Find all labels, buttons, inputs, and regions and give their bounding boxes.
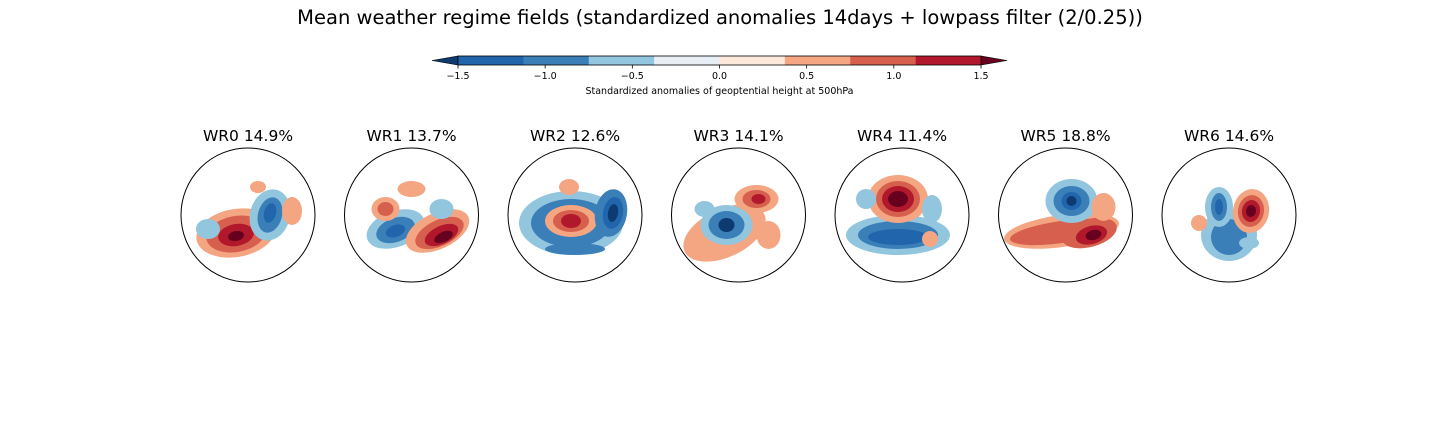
colorbar-segment [915,56,982,65]
anomaly-contour [559,179,579,195]
globe-outline [1161,147,1297,283]
regime-panel-5: WR5 18.8% [998,127,1133,283]
colorbar-segment [588,56,655,65]
anomaly-contour [1215,199,1223,215]
anomaly-contour [377,202,394,216]
anomaly-contour [607,204,619,222]
anomaly-contour [922,195,942,223]
regime-panel-title: WR0 14.9% [203,127,293,145]
anomaly-contour [1191,215,1207,231]
anomaly-contour [922,231,938,247]
colorbar-segment [850,56,916,65]
anomaly-contour [434,230,453,244]
anomaly-contour [263,203,277,223]
globe-outline [998,147,1133,283]
anomaly-contour [1085,229,1102,241]
anomaly-contour [751,194,766,204]
colorbar-segment [523,56,590,65]
colorbar-tick-label: −1.0 [534,71,557,82]
colorbar-ticks: −1.5 −1.0 −0.5 0.0 0.5 1.0 1.5 [446,65,989,82]
anomaly-contour [282,197,302,225]
anomaly-contour [250,181,266,193]
colorbar-segment [719,56,786,65]
anomaly-contour [888,191,908,207]
regime-panel-title: WR1 13.7% [366,127,456,145]
regime-panel-title: WR4 11.4% [857,127,947,145]
colorbar-tick-label: 1.5 [973,71,988,82]
colorbar-segment [784,56,851,65]
anomaly-field [1191,187,1270,261]
anomaly-field [196,181,302,258]
anomaly-contour [1245,205,1257,217]
colorbar-segment [458,56,524,65]
globe-outline [344,147,479,283]
anomaly-contour [868,229,928,245]
anomaly-contour [694,201,715,217]
colorbar-tick-label: 0.5 [799,71,814,82]
regime-panel-1: WR1 13.7% [344,127,479,283]
anomaly-contour [397,181,426,197]
anomaly-contour [718,218,735,232]
anomaly-contour [228,230,244,242]
anomaly-contour [429,199,454,219]
anomaly-contour [196,219,220,239]
colorbar-tick-label: −0.5 [621,71,644,82]
globe-outline [180,147,316,283]
anomaly-field [846,175,950,255]
anomaly-contour [1091,193,1116,221]
regime-panel-3: WR3 14.1% [671,127,806,283]
anomaly-field [683,185,781,262]
anomaly-field [1004,179,1119,249]
colorbar-tick-label: 1.0 [886,71,901,82]
regime-panel-title: WR5 18.8% [1020,127,1110,145]
anomaly-contour [856,189,876,209]
anomaly-contour [545,243,605,255]
anomaly-contour [561,214,581,228]
regime-panel-6: WR6 14.6% [1161,127,1297,283]
anomaly-contour [1239,237,1259,249]
globe-outline [671,147,806,283]
figure-title: Mean weather regime fields (standardized… [297,6,1143,29]
anomaly-field [366,181,470,253]
anomaly-contour [1211,219,1247,255]
regime-panel-title: WR2 12.6% [530,127,620,145]
regime-panel-2: WR2 12.6% [507,127,643,283]
colorbar-tick-label: −1.5 [446,71,469,82]
regime-panel-title: WR3 14.1% [693,127,783,145]
colorbar-segment [654,56,720,65]
colorbar-label: Standardized anomalies of geoptential he… [585,86,853,97]
anomaly-contour [756,221,781,249]
anomaly-contour [1066,196,1077,206]
anomaly-field [519,179,628,255]
regime-panel-4: WR4 11.4% [834,127,970,283]
anomaly-contour [385,224,406,238]
globe-outline [834,147,970,283]
regime-panel-title: WR6 14.6% [1184,127,1274,145]
regime-panel-0: WR0 14.9% [180,127,316,283]
colorbar: −1.5 −1.0 −0.5 0.0 0.5 1.0 1.5 Standardized ano… [431,55,1008,97]
colorbar-tick-label: 0.0 [712,71,727,82]
globe-outline [507,147,643,283]
